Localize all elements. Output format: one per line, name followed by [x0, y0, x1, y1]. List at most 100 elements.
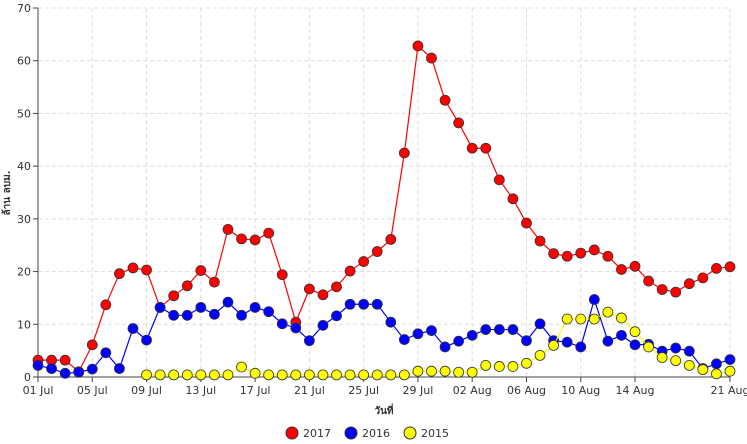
- data-point[interactable]: [276, 318, 288, 330]
- data-point[interactable]: [453, 366, 465, 378]
- data-point[interactable]: [453, 335, 465, 347]
- data-point[interactable]: [86, 363, 98, 375]
- data-point[interactable]: [521, 217, 532, 229]
- data-point[interactable]: [358, 298, 370, 310]
- data-point[interactable]: [303, 283, 315, 295]
- data-point[interactable]: [588, 294, 600, 305]
- data-point[interactable]: [412, 40, 424, 52]
- data-point[interactable]: [181, 369, 193, 381]
- data-point[interactable]: [317, 369, 329, 381]
- data-point[interactable]: [711, 358, 722, 370]
- data-point[interactable]: [195, 265, 207, 276]
- data-point[interactable]: [507, 361, 519, 372]
- data-point[interactable]: [249, 234, 261, 246]
- data-point[interactable]: [466, 142, 478, 154]
- data-point[interactable]: [181, 309, 193, 321]
- data-point[interactable]: [371, 298, 383, 310]
- data-point[interactable]: [331, 369, 342, 381]
- data-point[interactable]: [697, 364, 709, 376]
- data-point[interactable]: [59, 354, 71, 366]
- data-point[interactable]: [683, 345, 695, 357]
- data-point[interactable]: [575, 341, 587, 353]
- data-point[interactable]: [32, 360, 44, 371]
- legend-item-2017[interactable]: 2017: [285, 426, 331, 440]
- data-point[interactable]: [711, 368, 722, 380]
- data-point[interactable]: [534, 349, 546, 361]
- data-point[interactable]: [141, 264, 152, 276]
- data-point[interactable]: [466, 366, 478, 378]
- data-point[interactable]: [303, 369, 315, 381]
- data-point[interactable]: [711, 263, 722, 274]
- data-point[interactable]: [86, 339, 98, 351]
- data-point[interactable]: [181, 280, 193, 292]
- data-point[interactable]: [466, 329, 478, 341]
- data-point[interactable]: [670, 342, 682, 354]
- data-point[interactable]: [480, 142, 492, 154]
- data-point[interactable]: [331, 281, 342, 293]
- data-point[interactable]: [426, 325, 437, 337]
- data-point[interactable]: [154, 369, 166, 381]
- data-point[interactable]: [670, 355, 682, 367]
- data-point[interactable]: [222, 296, 234, 308]
- data-point[interactable]: [236, 309, 247, 321]
- data-point[interactable]: [629, 326, 641, 338]
- data-point[interactable]: [385, 234, 397, 245]
- data-point[interactable]: [561, 250, 573, 262]
- data-point[interactable]: [263, 306, 275, 318]
- data-point[interactable]: [114, 363, 125, 374]
- data-point[interactable]: [168, 369, 180, 381]
- data-point[interactable]: [100, 347, 112, 359]
- data-point[interactable]: [344, 369, 356, 381]
- data-point[interactable]: [398, 147, 410, 159]
- data-point[interactable]: [290, 369, 302, 381]
- data-point[interactable]: [683, 360, 695, 371]
- data-point[interactable]: [575, 313, 587, 325]
- legend-item-2016[interactable]: 2016: [344, 426, 390, 440]
- data-point[interactable]: [358, 369, 370, 381]
- data-point[interactable]: [439, 94, 451, 106]
- data-point[interactable]: [493, 361, 505, 372]
- data-point[interactable]: [398, 369, 410, 381]
- data-point[interactable]: [548, 248, 560, 260]
- data-point[interactable]: [588, 244, 600, 256]
- data-point[interactable]: [303, 335, 315, 347]
- data-point[interactable]: [534, 318, 546, 330]
- data-point[interactable]: [127, 262, 139, 274]
- data-point[interactable]: [127, 323, 139, 334]
- data-point[interactable]: [290, 322, 302, 334]
- data-point[interactable]: [521, 357, 532, 369]
- data-point[interactable]: [426, 52, 437, 64]
- data-point[interactable]: [561, 336, 573, 348]
- legend[interactable]: 2017 2016 2015: [285, 426, 449, 440]
- data-point[interactable]: [507, 193, 519, 205]
- data-point[interactable]: [453, 117, 465, 129]
- data-point[interactable]: [575, 247, 587, 259]
- data-point[interactable]: [480, 324, 492, 335]
- data-point[interactable]: [480, 360, 492, 371]
- data-point[interactable]: [59, 367, 71, 379]
- data-point[interactable]: [385, 316, 397, 328]
- data-point[interactable]: [561, 313, 573, 325]
- data-point[interactable]: [724, 365, 736, 377]
- data-point[interactable]: [656, 352, 668, 363]
- data-point[interactable]: [426, 365, 437, 377]
- data-point[interactable]: [534, 235, 546, 247]
- data-point[interactable]: [208, 369, 220, 381]
- data-point[interactable]: [371, 369, 383, 381]
- data-point[interactable]: [371, 246, 383, 257]
- data-point[interactable]: [222, 223, 234, 235]
- data-point[interactable]: [317, 289, 329, 301]
- data-point[interactable]: [236, 233, 247, 245]
- data-point[interactable]: [724, 261, 736, 273]
- data-point[interactable]: [412, 365, 424, 377]
- data-point[interactable]: [168, 309, 180, 321]
- data-point[interactable]: [141, 369, 152, 381]
- data-point[interactable]: [439, 365, 451, 377]
- data-point[interactable]: [222, 369, 234, 381]
- data-point[interactable]: [616, 312, 627, 324]
- data-point[interactable]: [263, 227, 275, 239]
- data-point[interactable]: [439, 341, 451, 353]
- data-point[interactable]: [412, 328, 424, 340]
- data-point[interactable]: [683, 278, 695, 290]
- data-point[interactable]: [656, 284, 668, 295]
